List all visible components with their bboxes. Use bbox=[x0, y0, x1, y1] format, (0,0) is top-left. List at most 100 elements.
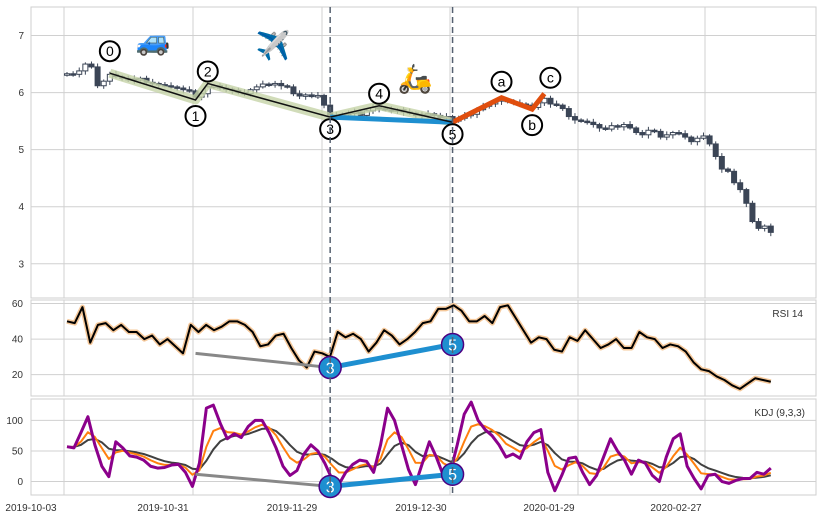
candle bbox=[627, 124, 634, 129]
candle bbox=[565, 108, 572, 118]
kdj-k-line bbox=[66, 423, 772, 481]
candle bbox=[718, 155, 725, 170]
candle bbox=[76, 70, 83, 75]
candle bbox=[265, 83, 272, 87]
y-tick-label: 100 bbox=[6, 416, 23, 427]
divergence-line-gray bbox=[195, 351, 331, 370]
kdj-title: KDJ (9,3,3) bbox=[754, 408, 805, 419]
impulse-wave-line bbox=[109, 72, 453, 123]
candle bbox=[278, 82, 285, 87]
panel-frame bbox=[30, 398, 817, 496]
candle bbox=[302, 94, 309, 97]
divergence-line-gray bbox=[195, 472, 331, 488]
candle bbox=[694, 137, 701, 143]
wave-3-5-line bbox=[330, 114, 453, 125]
candle bbox=[724, 168, 731, 172]
candle bbox=[651, 129, 658, 133]
x-tick-label: 2019-11-29 bbox=[267, 503, 318, 514]
candle bbox=[553, 103, 560, 106]
candle bbox=[620, 124, 627, 128]
rsi-panel: 20406035RSI 14 bbox=[12, 299, 817, 397]
candle bbox=[682, 133, 689, 138]
x-axis: 2019-10-03 2019-10-31 2019-11-29 2019-12… bbox=[5, 503, 702, 514]
candle bbox=[596, 124, 603, 129]
candle bbox=[578, 119, 585, 122]
wave-label: c bbox=[547, 70, 554, 86]
rsi-line bbox=[66, 304, 772, 390]
candle bbox=[64, 73, 70, 76]
divergence-line-blue bbox=[329, 471, 453, 489]
candle bbox=[174, 86, 181, 89]
x-tick-label: 2019-10-03 bbox=[5, 503, 57, 514]
candle bbox=[663, 134, 670, 138]
y-tick-label: 60 bbox=[12, 299, 24, 310]
candle bbox=[308, 94, 315, 98]
divergence-marker bbox=[440, 462, 465, 486]
candle bbox=[253, 86, 260, 91]
candle bbox=[584, 120, 591, 124]
candle bbox=[100, 80, 107, 87]
wave-label: 5 bbox=[449, 126, 457, 142]
divergence-marker bbox=[318, 474, 342, 499]
divergence-marker bbox=[440, 332, 465, 357]
candle bbox=[290, 86, 297, 95]
rsi-title: RSI 14 bbox=[772, 309, 803, 320]
candle bbox=[608, 125, 615, 130]
candle bbox=[657, 130, 664, 138]
wave-label: 4 bbox=[375, 86, 383, 102]
candle bbox=[712, 143, 719, 157]
y-tick-label: 3 bbox=[18, 259, 24, 270]
candle bbox=[700, 135, 707, 139]
y-tick-label: 40 bbox=[12, 335, 24, 346]
divergence-marker-label: 5 bbox=[448, 467, 457, 484]
wave-label-circle bbox=[539, 66, 562, 89]
candle bbox=[186, 89, 193, 92]
y-tick-label: 7 bbox=[18, 31, 24, 42]
wave-label-circle bbox=[521, 114, 544, 137]
x-tick-label: 2020-01-29 bbox=[523, 503, 575, 514]
divergence-line-blue bbox=[329, 341, 454, 371]
x-tick-label: 2019-12-30 bbox=[395, 503, 447, 514]
candle bbox=[633, 127, 640, 134]
candle bbox=[755, 221, 762, 229]
airplane-icon: ✈️ bbox=[256, 28, 291, 62]
candle bbox=[321, 94, 328, 106]
candle bbox=[168, 85, 175, 88]
kdj-j-line bbox=[66, 400, 772, 493]
candle bbox=[70, 73, 77, 76]
wave-label: 1 bbox=[192, 108, 200, 124]
scooter-icon: 🛵 bbox=[398, 63, 433, 95]
x-tick-label: 2020-02-27 bbox=[650, 503, 702, 514]
wave-label: 2 bbox=[204, 63, 212, 79]
y-tick-label: 50 bbox=[12, 446, 24, 457]
price-panel: 34567012345abc🚙✈️🛵 bbox=[18, 6, 817, 299]
candle bbox=[547, 97, 554, 105]
candle bbox=[761, 225, 768, 229]
wave-label: b bbox=[528, 117, 536, 133]
candle bbox=[259, 83, 266, 88]
panel-frame bbox=[30, 6, 817, 299]
candle bbox=[614, 125, 621, 128]
candle bbox=[676, 132, 682, 135]
corrective-wave-line bbox=[451, 92, 547, 125]
y-tick-label: 4 bbox=[18, 202, 24, 213]
wave-label: 0 bbox=[106, 43, 114, 59]
candle bbox=[559, 104, 566, 110]
wave-label-circle bbox=[98, 40, 121, 63]
wave-label-circle bbox=[184, 105, 207, 128]
candle bbox=[749, 202, 756, 223]
candle bbox=[767, 225, 774, 233]
candle bbox=[743, 189, 750, 204]
candle bbox=[284, 85, 291, 88]
candle bbox=[314, 94, 321, 98]
candle bbox=[88, 63, 95, 68]
candle bbox=[645, 129, 652, 136]
wave-label-circle bbox=[441, 123, 464, 146]
candle bbox=[602, 127, 609, 130]
y-tick-label: 6 bbox=[18, 88, 24, 99]
candle bbox=[688, 136, 695, 143]
candle bbox=[94, 66, 101, 87]
wave-label-circle bbox=[490, 70, 513, 93]
candle bbox=[706, 135, 713, 145]
